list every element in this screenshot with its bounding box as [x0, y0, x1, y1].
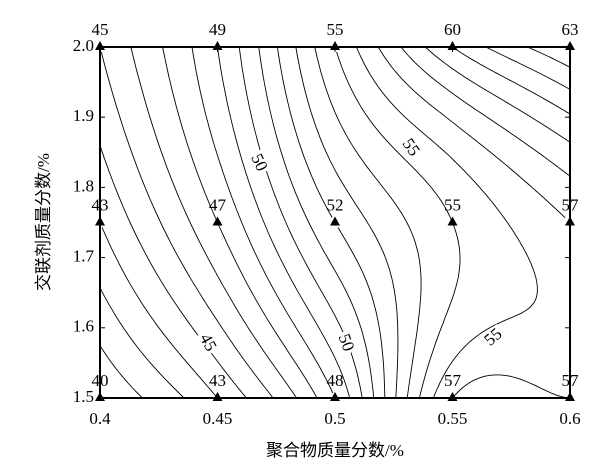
contour-line [400, 46, 571, 177]
contour-line [355, 46, 538, 399]
contour-line [191, 46, 334, 394]
point-label: 49 [209, 20, 226, 39]
contour-line [100, 51, 274, 399]
contour-label: 55 [480, 324, 505, 349]
y-axis-label: 交联剂质量分数/% [34, 153, 53, 291]
x-tick-label: 0.4 [89, 409, 111, 428]
y-tick-label: 1.6 [73, 317, 94, 336]
contour-line [99, 287, 185, 399]
x-tick-label: 0.55 [438, 409, 468, 428]
point-label: 55 [327, 20, 344, 39]
contour-label-bg [193, 329, 221, 357]
contour-line [217, 46, 351, 399]
point-label: 52 [327, 195, 344, 214]
y-tick-label: 1.9 [73, 106, 94, 125]
point-label: 43 [209, 371, 226, 390]
contour-line [258, 46, 375, 399]
contour-line [295, 46, 399, 399]
y-tick-label: 2.0 [73, 36, 94, 55]
contour-line [130, 46, 297, 399]
data-point [212, 216, 223, 226]
y-tick-label: 1.5 [73, 387, 94, 406]
contour-label: 55 [399, 135, 424, 160]
contour-line [485, 46, 571, 90]
contour-line [162, 46, 318, 399]
contour-label-bg [396, 133, 424, 163]
point-label: 57 [444, 371, 462, 390]
point-label: 48 [327, 371, 344, 390]
x-axis-label: 聚合物质量分数/% [266, 441, 404, 460]
point-label: 47 [209, 195, 227, 214]
data-point [330, 216, 340, 226]
x-tick-label: 0.45 [203, 409, 233, 428]
contour-line [425, 46, 571, 143]
contour-label-bg [479, 324, 509, 352]
point-label: 63 [562, 20, 579, 39]
y-tick-label: 1.7 [73, 247, 95, 266]
y-tick-label: 1.8 [73, 176, 94, 195]
contour-line [101, 227, 218, 399]
contour-label: 50 [335, 331, 359, 353]
contour-line [377, 46, 566, 399]
contour-line [276, 46, 386, 399]
point-label: 60 [444, 20, 461, 39]
data-point [447, 216, 458, 226]
x-tick-label: 0.6 [559, 409, 580, 428]
contour-label-bg [332, 329, 358, 357]
contour-line [336, 51, 461, 399]
x-tick-label: 0.5 [324, 409, 345, 428]
point-label: 45 [92, 20, 109, 39]
contour-label-bg [245, 149, 271, 177]
contour-label: 50 [247, 151, 271, 174]
point-label: 55 [444, 195, 461, 214]
contour-label: 45 [196, 330, 221, 354]
contour-line [527, 46, 571, 68]
